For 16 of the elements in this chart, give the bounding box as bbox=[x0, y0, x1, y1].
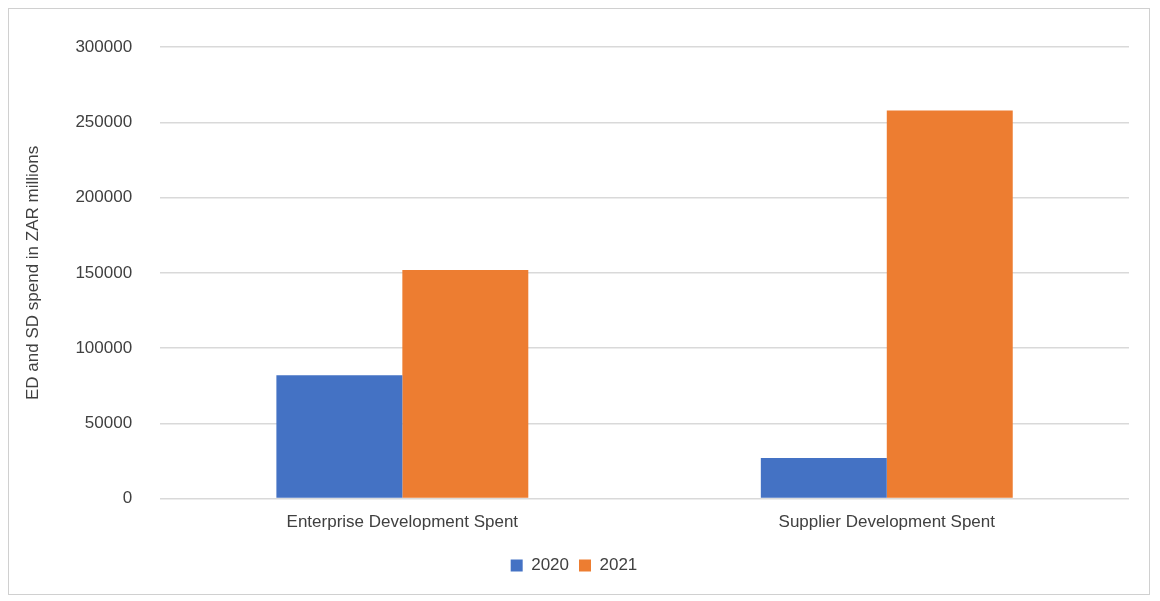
legend-label: 2020 bbox=[531, 555, 570, 575]
bar bbox=[402, 269, 529, 498]
y-tick-label: 50000 bbox=[84, 413, 133, 433]
y-tick-label: 150000 bbox=[75, 262, 133, 282]
legend-label: 2021 bbox=[599, 555, 638, 575]
bar bbox=[760, 457, 887, 498]
x-tick-label: Supplier Development Spent bbox=[778, 512, 996, 532]
y-tick-label: 200000 bbox=[75, 187, 133, 207]
bar bbox=[276, 375, 403, 498]
y-tick-label: 250000 bbox=[75, 112, 133, 132]
y-tick-label: 100000 bbox=[75, 337, 133, 357]
y-axis-title: ED and SD spend in ZAR millions bbox=[22, 145, 42, 400]
y-tick-label: 300000 bbox=[75, 36, 133, 56]
x-tick-label: Enterprise Development Spent bbox=[286, 512, 519, 532]
bar bbox=[886, 110, 1013, 498]
y-tick-label: 0 bbox=[122, 488, 133, 508]
